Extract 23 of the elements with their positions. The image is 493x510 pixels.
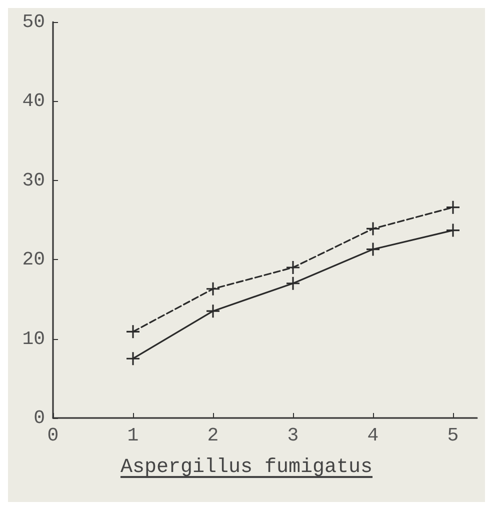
point [446,200,460,214]
point [286,261,300,274]
y-tick-label: 50 [22,11,45,33]
x-tick-label: 4 [367,424,379,446]
x-tick-label: 0 [47,424,59,446]
x-tick-label: 3 [287,424,299,446]
x-tick-label: 2 [207,424,219,446]
point [366,222,380,236]
x-axis-title: Aspergillus fumigatus [119,456,374,479]
point [126,352,140,366]
x-tick-label: 1 [127,424,139,446]
x-tick-label: 5 [447,424,459,446]
point [206,304,220,318]
point [446,224,460,237]
y-tick-label: 10 [22,328,45,350]
point [126,325,140,338]
point [206,282,220,296]
point [366,242,380,256]
y-tick-label: 20 [22,248,45,271]
y-tick-label: 0 [34,407,45,429]
y-tick-label: 40 [22,90,45,112]
y-tick-label: 30 [22,169,45,192]
point [286,276,300,290]
